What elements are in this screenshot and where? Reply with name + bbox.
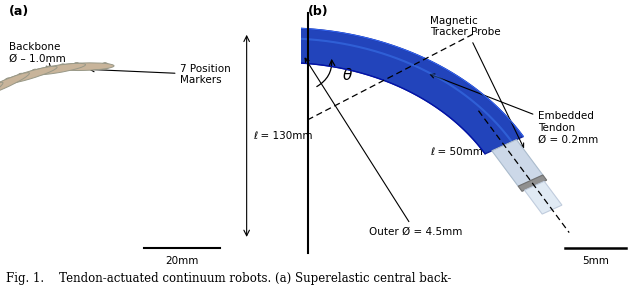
Text: Magnetic
Tracker Probe: Magnetic Tracker Probe	[429, 16, 524, 148]
Ellipse shape	[0, 66, 57, 85]
Text: Backbone
Ø – 1.0mm: Backbone Ø – 1.0mm	[9, 43, 66, 68]
Ellipse shape	[26, 63, 86, 75]
Polygon shape	[524, 181, 562, 214]
Polygon shape	[284, 28, 524, 154]
Polygon shape	[492, 140, 543, 186]
Text: Fig. 1.    Tendon-actuated continuum robots. (a) Superelastic central back-: Fig. 1. Tendon-actuated continuum robots…	[6, 272, 452, 285]
Circle shape	[59, 64, 67, 71]
Ellipse shape	[0, 82, 3, 113]
Text: ℓ = 50mm: ℓ = 50mm	[429, 147, 483, 157]
Circle shape	[31, 69, 39, 76]
Text: 7 Position
Markers: 7 Position Markers	[90, 64, 231, 85]
Text: 5mm: 5mm	[582, 256, 609, 266]
Polygon shape	[518, 175, 547, 191]
Text: ℓ = 130mm: ℓ = 130mm	[253, 131, 312, 141]
Text: 20mm: 20mm	[165, 256, 198, 266]
Text: Outer Ø = 4.5mm: Outer Ø = 4.5mm	[305, 58, 462, 237]
Circle shape	[17, 73, 25, 80]
Circle shape	[73, 62, 81, 70]
Text: $\theta$: $\theta$	[342, 67, 353, 83]
Circle shape	[45, 66, 52, 73]
Ellipse shape	[54, 63, 114, 70]
Text: Disk
Ø – 17.5mm: Disk Ø – 17.5mm	[0, 295, 1, 296]
Circle shape	[101, 63, 109, 70]
Text: (a): (a)	[9, 5, 29, 18]
Text: Tendon
Ø = 0.25mm: Tendon Ø = 0.25mm	[0, 295, 1, 296]
Ellipse shape	[0, 73, 29, 97]
Text: Embedded
Tendon
Ø = 0.2mm: Embedded Tendon Ø = 0.2mm	[430, 74, 598, 144]
Text: (b): (b)	[308, 5, 328, 18]
Circle shape	[4, 78, 12, 85]
